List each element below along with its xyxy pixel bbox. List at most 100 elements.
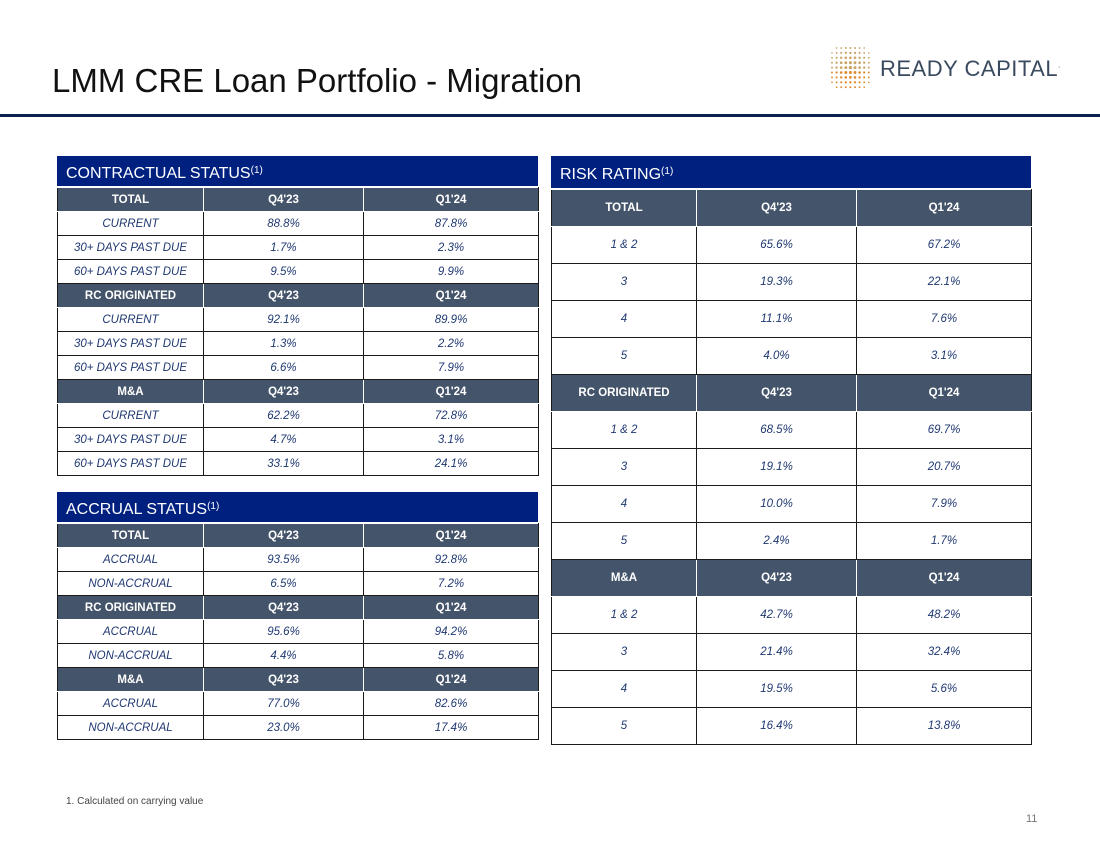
row-label: 1 & 2 <box>551 596 697 634</box>
table-row: ACCRUAL 95.6% 94.2% <box>57 619 539 644</box>
accrual-status-footnote-ref: (1) <box>207 501 220 512</box>
logo-dot <box>863 56 866 59</box>
value-q1-24: 24.1% <box>363 451 539 476</box>
value-q1-24: 69.7% <box>856 411 1032 449</box>
column-header-q1-24: Q1'24 <box>363 523 539 548</box>
value-q1-24: 92.8% <box>363 547 539 572</box>
table-row: CURRENT 88.8% 87.8% <box>57 211 539 236</box>
group-header-row: M&A Q4'23 Q1'24 <box>551 559 1032 597</box>
row-label: 30+ DAYS PAST DUE <box>57 427 204 452</box>
logo-dot <box>858 47 861 49</box>
row-label: 5 <box>551 337 697 375</box>
accrual-status-title: ACCRUAL STATUS <box>66 501 208 518</box>
value-q1-24: 7.2% <box>363 571 539 596</box>
value-q1-24: 7.9% <box>363 355 539 380</box>
logo-dot <box>867 71 870 74</box>
logo-dot <box>853 71 857 74</box>
logo-dot <box>840 51 843 54</box>
table-row: 3 19.3% 22.1% <box>551 263 1032 301</box>
table-row: 30+ DAYS PAST DUE 1.3% 2.2% <box>57 331 539 356</box>
value-q4-23: 88.8% <box>203 211 364 236</box>
logo-dot <box>849 86 852 89</box>
value-q1-24: 5.6% <box>856 670 1032 708</box>
logo-dot <box>863 81 866 84</box>
value-q4-23: 19.3% <box>696 263 857 301</box>
group-label: M&A <box>57 379 204 404</box>
group-label: RC ORIGINATED <box>551 374 697 412</box>
value-q4-23: 95.6% <box>203 619 364 644</box>
value-q4-23: 23.0% <box>203 715 364 740</box>
row-label: 5 <box>551 522 697 560</box>
logo-dot <box>848 65 853 70</box>
value-q1-24: 1.7% <box>856 522 1032 560</box>
table-row: 5 4.0% 3.1% <box>551 337 1032 375</box>
logo-dot <box>835 61 838 64</box>
value-q1-24: 2.3% <box>363 235 539 260</box>
row-label: 3 <box>551 633 697 671</box>
logo-dot <box>863 71 866 74</box>
logo-dot <box>853 56 857 60</box>
value-q4-23: 1.7% <box>203 235 364 260</box>
logo-dot <box>858 56 861 60</box>
table-row: NON-ACCRUAL 4.4% 5.8% <box>57 643 539 668</box>
table-row: ACCRUAL 77.0% 82.6% <box>57 691 539 716</box>
logo-dot <box>839 61 843 65</box>
group-label: TOTAL <box>57 523 204 548</box>
logo-dot <box>867 76 870 79</box>
accrual-status-header: ACCRUAL STATUS(1) <box>57 492 538 522</box>
group-header-row: RC ORIGINATED Q4'23 Q1'24 <box>57 595 539 620</box>
logo-dot <box>863 86 866 89</box>
column-header-q4-23: Q4'23 <box>203 667 364 692</box>
value-q4-23: 11.1% <box>696 300 857 338</box>
logo-dot <box>840 86 843 89</box>
ready-capital-logo: READY CAPITAL. <box>828 44 1068 92</box>
column-header-q4-23: Q4'23 <box>696 374 857 412</box>
logo-dot <box>831 81 833 84</box>
group-label: RC ORIGINATED <box>57 283 204 308</box>
row-label: 4 <box>551 300 697 338</box>
logo-dot <box>849 56 852 60</box>
risk-rating-header: RISK RATING(1) <box>551 156 1031 188</box>
logo-dot <box>844 51 847 55</box>
row-label: 3 <box>551 263 697 301</box>
logo-dot <box>839 71 843 74</box>
row-label: NON-ACCRUAL <box>57 643 204 668</box>
row-label: ACCRUAL <box>57 619 204 644</box>
value-q4-23: 4.4% <box>203 643 364 668</box>
logo-dot <box>844 61 848 65</box>
logo-dot <box>835 51 838 54</box>
row-label: 30+ DAYS PAST DUE <box>57 235 204 260</box>
table-row: 60+ DAYS PAST DUE 9.5% 9.9% <box>57 259 539 284</box>
value-q1-24: 3.1% <box>363 427 539 452</box>
value-q1-24: 72.8% <box>363 403 539 428</box>
value-q4-23: 19.5% <box>696 670 857 708</box>
value-q4-23: 2.4% <box>696 522 857 560</box>
column-header-q4-23: Q4'23 <box>203 283 364 308</box>
column-header-q1-24: Q1'24 <box>363 595 539 620</box>
value-q4-23: 65.6% <box>696 226 857 264</box>
group-label: RC ORIGINATED <box>57 595 204 620</box>
logo-dot <box>844 81 847 84</box>
row-label: 60+ DAYS PAST DUE <box>57 355 204 380</box>
logo-dot <box>839 56 843 60</box>
group-header-row: RC ORIGINATED Q4'23 Q1'24 <box>57 283 539 308</box>
logo-dot-mark-icon <box>831 47 870 89</box>
group-header-row: TOTAL Q4'23 Q1'24 <box>551 189 1032 227</box>
logo-dot <box>858 86 861 89</box>
group-header-row: RC ORIGINATED Q4'23 Q1'24 <box>551 374 1032 412</box>
group-header-row: TOTAL Q4'23 Q1'24 <box>57 523 539 548</box>
column-header-q4-23: Q4'23 <box>203 595 364 620</box>
table-row: 1 & 2 42.7% 48.2% <box>551 596 1032 634</box>
logo-dot <box>858 76 861 79</box>
table-row: 3 21.4% 32.4% <box>551 633 1032 671</box>
logo-dot <box>853 61 857 65</box>
logo-dot <box>858 51 861 54</box>
logo-dot <box>848 61 852 65</box>
logo-dot <box>863 51 866 54</box>
logo-dot <box>854 86 856 89</box>
logo-dot <box>839 66 843 69</box>
value-q4-23: 4.0% <box>696 337 857 375</box>
value-q4-23: 6.5% <box>203 571 364 596</box>
value-q1-24: 7.6% <box>856 300 1032 338</box>
table-row: 4 10.0% 7.9% <box>551 485 1032 523</box>
